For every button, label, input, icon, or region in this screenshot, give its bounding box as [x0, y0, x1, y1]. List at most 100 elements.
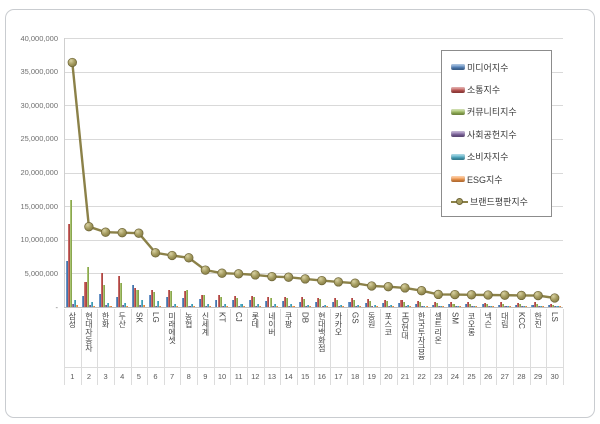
- bar-shading: [475, 306, 478, 307]
- bar-shading: [182, 297, 185, 307]
- category-label: GS: [350, 312, 360, 324]
- bar-소비자지수: [90, 302, 93, 307]
- bar-소통지수: [516, 302, 519, 307]
- y-axis-tick-label: 10,000,000: [20, 235, 58, 245]
- bar-shading: [319, 299, 322, 307]
- bar-shading: [375, 306, 378, 307]
- bar-shading: [138, 304, 141, 307]
- bar-shading: [67, 223, 70, 307]
- bar-shading: [340, 304, 343, 307]
- bar-소통지수: [333, 297, 337, 307]
- bar-커뮤니티지수: [219, 296, 222, 307]
- rank-label: 18: [350, 372, 360, 381]
- rank-label: 11: [234, 372, 243, 381]
- bar-소비자지수: [473, 305, 476, 307]
- bar-shading: [371, 306, 374, 307]
- bar-shading: [323, 305, 326, 307]
- bar-shading: [140, 300, 143, 307]
- bar-shading: [467, 302, 470, 307]
- brand-index-marker: [117, 228, 127, 238]
- legend-item: 커뮤니티지수: [442, 101, 551, 123]
- bar-shading: [506, 306, 509, 307]
- bar-소통지수: [284, 296, 287, 307]
- brand-index-marker: [283, 272, 294, 282]
- bar-shading: [304, 306, 307, 307]
- bar-ESG지수: [192, 305, 195, 307]
- bar-커뮤니티지수: [202, 295, 206, 307]
- gridline: [64, 206, 563, 208]
- bar-shading: [219, 296, 222, 307]
- bar-미디어지수: [548, 305, 551, 307]
- bar-shading: [309, 306, 312, 307]
- bar-소통지수: [417, 300, 420, 307]
- category-label: 현대백화점: [317, 312, 327, 352]
- bar-사회공헌지수: [72, 304, 75, 307]
- y-axis-tick-label: 20,000,000: [20, 168, 58, 177]
- category-cell-border: [64, 309, 65, 385]
- category-label: 두산: [117, 312, 127, 328]
- bar-shading: [76, 305, 79, 307]
- bar-ESG지수: [342, 306, 345, 307]
- bar-shading: [269, 297, 272, 307]
- category-cell-border: [546, 309, 548, 385]
- bar-shading: [348, 302, 351, 307]
- bar-shading: [367, 298, 370, 307]
- category-cell-border: [113, 309, 115, 385]
- bar-미디어지수: [232, 300, 235, 307]
- bar-미디어지수: [431, 304, 434, 307]
- bar-shading: [281, 301, 285, 307]
- category-label: 카카오: [333, 312, 343, 336]
- brand-index-marker: [483, 290, 493, 300]
- bar-사회공헌지수: [288, 306, 291, 307]
- bar-커뮤니티지수: [535, 304, 538, 307]
- bar-shading: [408, 306, 411, 307]
- y-axis-tick-label: 15,000,000: [20, 201, 58, 211]
- bar-ESG지수: [392, 306, 395, 307]
- bar-미디어지수: [65, 261, 68, 307]
- bar-shading: [286, 298, 289, 307]
- category-label-cell: DB: [297, 309, 314, 367]
- category-label-cell: SM: [447, 309, 464, 367]
- category-label-cell: 포스코: [380, 309, 397, 367]
- brand-index-marker: [533, 290, 543, 301]
- bar-shading: [215, 299, 218, 307]
- bar-shading: [101, 272, 104, 307]
- bar-미디어지수: [265, 300, 268, 307]
- bar-shading: [167, 289, 170, 307]
- rank-label: 7: [170, 372, 175, 381]
- bar-shading: [492, 306, 495, 307]
- bar-shading: [350, 298, 353, 307]
- bar-shading: [398, 303, 401, 307]
- category-cell-border: [463, 309, 465, 385]
- category-label: 한진: [533, 312, 543, 328]
- bar-ESG지수: [458, 306, 461, 307]
- bar-shading: [300, 296, 303, 307]
- bar-사회공헌지수: [205, 306, 208, 307]
- bar-미디어지수: [398, 303, 401, 307]
- bar-소비자지수: [373, 305, 376, 307]
- bar-shading: [550, 303, 553, 307]
- bar-shading: [450, 302, 453, 307]
- bar-커뮤니티지수: [103, 284, 106, 307]
- bar-소통지수: [184, 290, 187, 307]
- bar-shading: [74, 300, 77, 307]
- gridline: [64, 239, 563, 241]
- bar-사회공헌지수: [138, 304, 141, 307]
- category-cell-border: [346, 309, 348, 385]
- category-cell-border: [230, 309, 232, 385]
- bar-shading: [471, 306, 474, 307]
- category-cell-border: [246, 309, 248, 385]
- category-cell-border: [97, 309, 99, 385]
- bar-shading: [184, 290, 187, 307]
- rank-label: 29: [533, 372, 543, 381]
- brand-index-marker: [217, 268, 227, 278]
- bar-shading: [115, 296, 118, 307]
- bar-shading: [192, 305, 195, 307]
- y-axis-line: [64, 38, 65, 307]
- bar-shading: [86, 267, 89, 307]
- bar-shading: [157, 300, 160, 307]
- bar-커뮤니티지수: [236, 297, 239, 307]
- bar-shading: [556, 306, 559, 307]
- category-label-cell: 현대자동차: [81, 309, 98, 367]
